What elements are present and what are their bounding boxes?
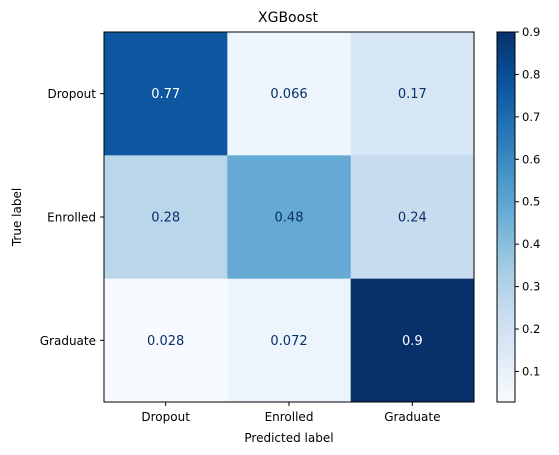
x-tick-label: Enrolled (265, 410, 314, 424)
colorbar-ticks: 0.1 0.2 0.3 0.4 0.5 0.6 0.7 0.8 0.9 (515, 25, 540, 378)
cell-value-0-1: 0.066 (270, 87, 307, 102)
colorbar-tick-label: 0.1 (522, 364, 540, 378)
x-tick-label: Graduate (384, 410, 440, 424)
colorbar-tick-label: 0.8 (522, 67, 540, 81)
cell-value-0-0: 0.77 (151, 87, 180, 102)
heatmap-cell-2-0 (104, 278, 228, 403)
heatmap-cell-0-2 (350, 32, 475, 156)
y-tick-label: Graduate (40, 334, 96, 348)
heatmap-cell-0-0 (104, 32, 228, 156)
y-tick-label: Dropout (47, 87, 96, 101)
y-axis-ticks: Dropout Enrolled Graduate (40, 87, 104, 348)
colorbar-tick-label: 0.6 (522, 152, 540, 166)
chart-title: XGBoost (258, 10, 318, 26)
heatmap-cell-1-0 (104, 155, 228, 280)
y-axis-label: True label (10, 188, 24, 247)
heatmap-cell-2-2 (350, 278, 475, 403)
heatmap-cells (104, 32, 475, 403)
cell-value-2-0: 0.028 (147, 334, 184, 349)
colorbar-tick-label: 0.9 (522, 25, 540, 39)
heatmap-cell-1-1 (227, 155, 352, 280)
x-axis-ticks: Dropout Enrolled Graduate (141, 402, 440, 424)
x-axis-label: Predicted label (244, 431, 333, 445)
cell-value-1-2: 0.24 (398, 211, 427, 226)
colorbar-tick-label: 0.7 (522, 110, 540, 124)
colorbar-tick-label: 0.4 (522, 237, 540, 251)
cell-value-0-2: 0.17 (398, 87, 427, 102)
x-tick-label: Dropout (141, 410, 190, 424)
cell-value-1-0: 0.28 (151, 211, 180, 226)
colorbar-tick-label: 0.3 (522, 280, 540, 294)
colorbar (496, 31, 516, 403)
heatmap-cell-0-1 (227, 32, 352, 156)
cell-value-2-1: 0.072 (270, 334, 307, 349)
heatmap-cell-labels: 0.77 0.066 0.17 0.28 0.48 0.24 0.028 0.072 0.9 (147, 87, 427, 349)
y-tick-label: Enrolled (47, 211, 96, 225)
colorbar-tick-label: 0.5 (522, 195, 540, 209)
cell-value-2-2: 0.9 (402, 334, 423, 349)
heatmap-cell-1-2 (350, 155, 475, 280)
cell-value-1-1: 0.48 (275, 211, 304, 226)
heatmap-cell-2-1 (227, 278, 352, 403)
colorbar-tick-label: 0.2 (522, 322, 540, 336)
